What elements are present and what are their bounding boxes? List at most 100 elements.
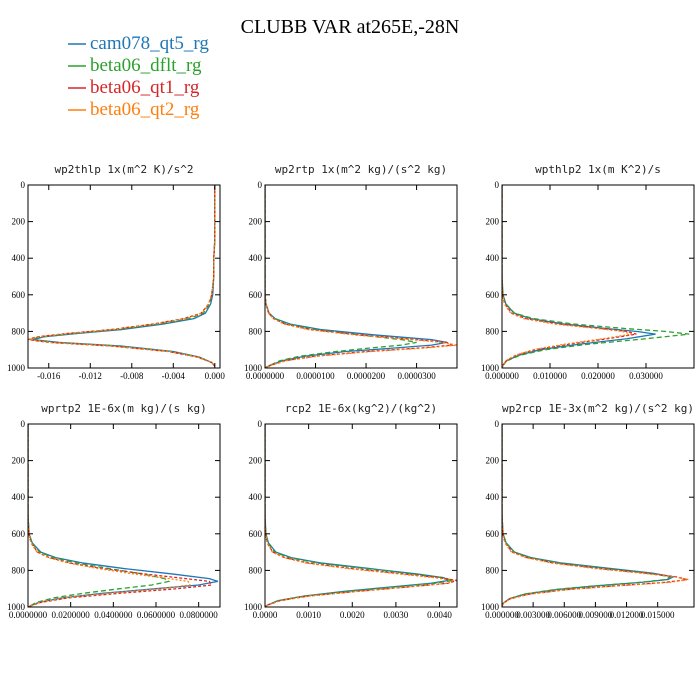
x-tick-label: 0.003000 <box>516 610 550 620</box>
y-tick-label: 600 <box>249 290 263 300</box>
y-tick-label: 600 <box>12 290 26 300</box>
y-tick-label: 1000 <box>244 363 263 373</box>
x-tick-label: 0.000000 <box>485 610 519 620</box>
x-tick-label: 0.009000 <box>579 610 613 620</box>
plot-frame <box>501 423 695 608</box>
y-tick-label: 0 <box>21 419 26 429</box>
x-tick-label: 0.012000 <box>610 610 644 620</box>
x-tick-label: 0.0040 <box>427 610 452 620</box>
x-tick-label: 0.030000 <box>629 371 663 381</box>
y-tick-label: 800 <box>486 326 500 336</box>
x-tick-label: 0.0400000 <box>94 610 133 620</box>
panel-2: wp2rtp 1x(m^2 kg)/(s^2 kg) 0 200 400 600 800 1… <box>244 163 458 381</box>
x-tick-label: 0.0000000 <box>246 371 285 381</box>
y-tick-label: 0 <box>495 180 500 190</box>
plot-frame <box>264 423 458 608</box>
panel-title: wp2rtp 1x(m^2 kg)/(s^2 kg) <box>275 163 447 176</box>
series-line-beta06_dflt_rg <box>502 185 690 368</box>
legend-entry-beta06_qt1_rg: beta06_qt1_rg <box>90 77 200 98</box>
legend: cam078_qt5_rgbeta06_dflt_rgbeta06_qt1_rg… <box>68 33 209 120</box>
panel-title: wp2thlp 1x(m^2 K)/s^2 <box>54 163 193 176</box>
y-tick-label: 200 <box>249 217 263 227</box>
y-tick-label: 200 <box>486 217 500 227</box>
x-tick-label: 0.0000200 <box>347 371 386 381</box>
panel-title: wpthlp2 1x(m K^2)/s <box>535 163 661 176</box>
x-tick-label: 0.0200000 <box>52 610 91 620</box>
y-tick-label: 400 <box>249 253 263 263</box>
x-tick-label: 0.0800000 <box>180 610 219 620</box>
series-line-beta06_qt1_rg <box>28 424 213 607</box>
series-line-beta06_qt2_rg <box>265 185 457 368</box>
plot-frame <box>27 184 221 369</box>
x-tick-label: 0.0010 <box>296 610 321 620</box>
y-tick-label: 800 <box>12 565 26 575</box>
y-tick-label: 200 <box>486 456 500 466</box>
y-tick-label: 1000 <box>481 363 500 373</box>
series-line-beta06_dflt_rg <box>502 424 672 607</box>
y-tick-label: 800 <box>249 565 263 575</box>
series-line-beta06_dflt_rg <box>265 185 417 368</box>
x-tick-label: -0.008 <box>120 371 144 381</box>
legend-entry-beta06_qt2_rg: beta06_qt2_rg <box>90 99 200 120</box>
panel-3: wpthlp2 1x(m K^2)/s 0 200 400 600 800 10000.00… <box>481 163 695 381</box>
y-tick-label: 0 <box>21 180 26 190</box>
y-tick-label: 0 <box>495 419 500 429</box>
y-tick-label: 200 <box>12 456 26 466</box>
y-tick-label: 800 <box>486 565 500 575</box>
x-tick-label: -0.012 <box>79 371 102 381</box>
x-tick-label: 0.0000 <box>253 610 278 620</box>
panel-5: rcp2 1E-6x(kg^2)/(kg^2) 0 200 400 600 800 1000… <box>244 402 458 620</box>
series-line-beta06_dflt_rg <box>28 424 171 607</box>
plot-frame <box>27 423 221 608</box>
y-tick-label: 600 <box>249 529 263 539</box>
series-line-cam078_qt5_rg <box>502 424 676 607</box>
y-tick-label: 1000 <box>481 602 500 612</box>
figure-title: CLUBB VAR at265E,-28N <box>241 16 460 38</box>
y-tick-label: 200 <box>249 456 263 466</box>
y-tick-label: 0 <box>258 419 263 429</box>
x-tick-label: 0.000 <box>205 371 226 381</box>
x-tick-label: 0.006000 <box>547 610 581 620</box>
legend-entry-cam078_qt5_rg: cam078_qt5_rg <box>90 33 209 54</box>
y-tick-label: 1000 <box>244 602 263 612</box>
panel-4: wprtp2 1E-6x(m kg)/(s kg) 0 200 400 600 800 10… <box>7 402 221 620</box>
series-line-beta06_dflt_rg <box>265 424 453 607</box>
y-tick-label: 1000 <box>7 363 26 373</box>
y-tick-label: 800 <box>249 326 263 336</box>
series-line-cam078_qt5_rg <box>265 424 451 607</box>
panels: wp2thlp 1x(m^2 K)/s^2 0 200 400 600 800 1000 -0… <box>7 163 695 620</box>
panel-title: wprtp2 1E-6x(m kg)/(s kg) <box>41 402 207 415</box>
x-tick-label: -0.016 <box>37 371 61 381</box>
y-tick-label: 1000 <box>7 602 26 612</box>
series-line-cam078_qt5_rg <box>33 185 216 367</box>
panel-6: wp2rcp 1E-3x(m^2 kg)/(s^2 kg)0 200 400 600 8… <box>481 402 695 620</box>
x-tick-label: 0.0600000 <box>137 610 176 620</box>
y-tick-label: 600 <box>486 529 500 539</box>
panel-1: wp2thlp 1x(m^2 K)/s^2 0 200 400 600 800 1000 -0… <box>7 163 225 381</box>
legend-entry-beta06_dflt_rg: beta06_dflt_rg <box>90 55 202 76</box>
series-line-beta06_qt2_rg <box>502 185 632 368</box>
series-line-beta06_qt1_rg <box>502 424 687 607</box>
series-line-beta06_dflt_rg <box>29 185 216 367</box>
y-tick-label: 400 <box>486 492 500 502</box>
x-tick-label: -0.004 <box>162 371 186 381</box>
series-line-beta06_qt1_rg <box>265 424 457 607</box>
x-tick-label: 0.000000 <box>485 371 519 381</box>
y-tick-label: 0 <box>258 180 263 190</box>
x-tick-label: 0.015000 <box>641 610 675 620</box>
y-tick-label: 800 <box>12 326 26 336</box>
x-tick-label: 0.010000 <box>533 371 567 381</box>
x-tick-label: 0.0000100 <box>296 371 335 381</box>
y-tick-label: 600 <box>12 529 26 539</box>
x-tick-label: 0.0020 <box>340 610 365 620</box>
series-line-beta06_qt2_rg <box>265 424 455 607</box>
x-tick-label: 0.020000 <box>581 371 615 381</box>
y-tick-label: 400 <box>12 492 26 502</box>
y-tick-label: 400 <box>486 253 500 263</box>
y-tick-label: 400 <box>12 253 26 263</box>
panel-title: rcp2 1E-6x(kg^2)/(kg^2) <box>285 402 437 415</box>
series-line-beta06_qt2_rg <box>28 185 216 367</box>
y-tick-label: 400 <box>249 492 263 502</box>
x-tick-label: 0.0030 <box>384 610 409 620</box>
x-tick-label: 0.0000000 <box>9 610 48 620</box>
